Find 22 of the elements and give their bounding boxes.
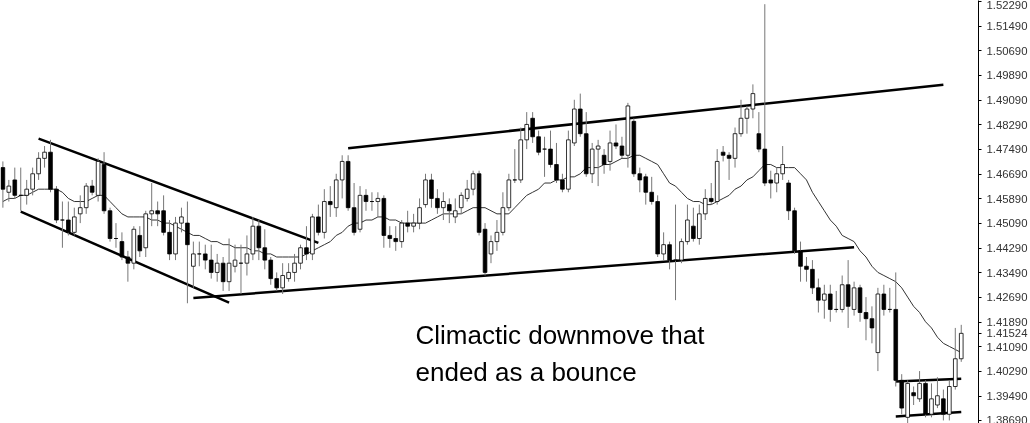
y-tick-label: 1.45090 bbox=[986, 217, 1028, 230]
y-tick-label: 1.50690 bbox=[986, 44, 1028, 57]
y-tick-label: 1.52290 bbox=[986, 0, 1028, 11]
y-tick-label: 1.41090 bbox=[986, 340, 1028, 353]
y-tick-label: 1.47490 bbox=[986, 143, 1028, 156]
y-tick-label: 1.45890 bbox=[986, 192, 1028, 205]
y-tick-label: 1.49890 bbox=[986, 69, 1028, 82]
y-tick-label: 1.42690 bbox=[986, 291, 1028, 304]
y-tick-label: 1.48290 bbox=[986, 118, 1028, 131]
y-tick-label: 1.49090 bbox=[986, 94, 1028, 107]
y-tick-label: 1.44290 bbox=[986, 242, 1028, 255]
y-tick-label: 1.43490 bbox=[986, 266, 1028, 279]
y-tick-label: 1.39490 bbox=[986, 390, 1028, 403]
y-tick-label: 1.38690 bbox=[986, 413, 1028, 423]
y-tick-label: 1.46690 bbox=[986, 168, 1028, 181]
candlestick bbox=[542, 136, 547, 178]
candlestick bbox=[720, 145, 726, 162]
annotation: Climactic downmove that ended as a bounce bbox=[415, 319, 706, 387]
y-tick-label: 1.51490 bbox=[986, 20, 1028, 33]
y-tick-label: 1.41890 bbox=[986, 316, 1028, 329]
y-tick-label: 1.41524 bbox=[986, 327, 1028, 340]
y-tick-label: 1.40290 bbox=[986, 365, 1028, 378]
